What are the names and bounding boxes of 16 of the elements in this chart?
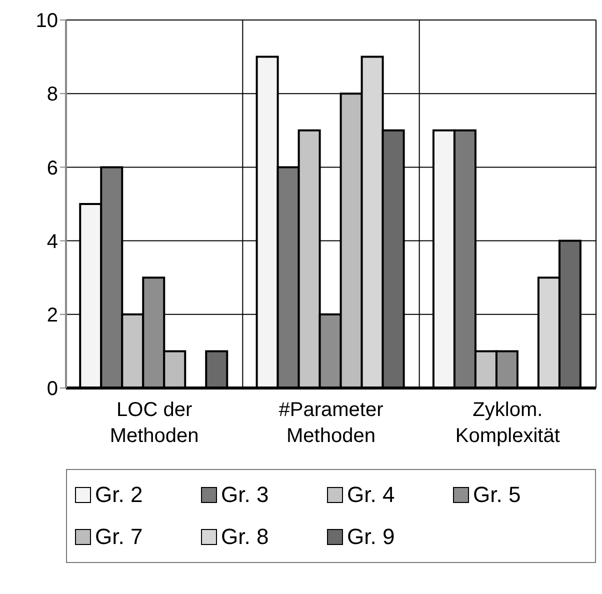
x-tick-label: #Parameter Methoden [278,399,384,447]
y-tick-label: 4 [46,230,58,253]
legend-label: Gr. 2 [95,482,143,508]
legend-label: Gr. 5 [473,482,521,508]
y-tick-label: 0 [46,378,58,400]
legend-label: Gr. 8 [221,524,269,550]
legend-label: Gr. 3 [221,482,269,508]
y-tick-label: 6 [46,157,58,180]
y-tick-label: 2 [46,304,58,326]
x-tick-label: LOC der Methoden [110,399,199,447]
legend-label: Gr. 4 [347,482,395,508]
x-tick-label: Zyklom. Komplexität [455,399,560,447]
y-tick-label: 8 [46,84,58,106]
y-tick-label: 10 [36,10,58,32]
legend-label: Gr. 9 [347,524,395,550]
legend-label: Gr. 7 [95,524,143,550]
